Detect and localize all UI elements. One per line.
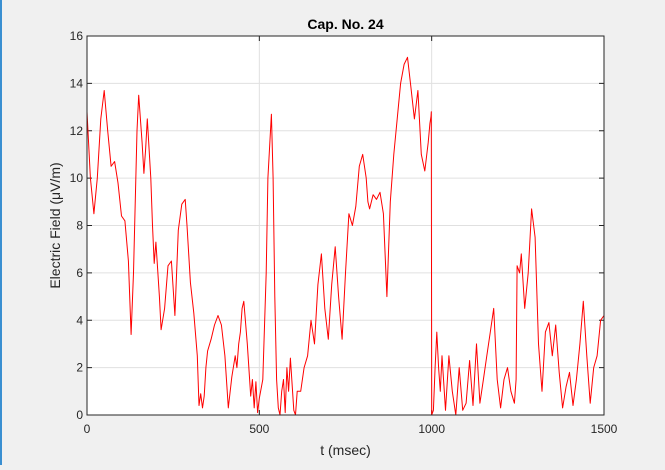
x-tick-label: 1000 (418, 422, 445, 436)
y-tick-label: 6 (76, 266, 83, 280)
tick-labels: 0 500 1000 1500 0 2 4 6 8 10 12 14 16 (70, 29, 618, 436)
plot-frame (86, 35, 605, 416)
y-tick-label: 8 (76, 219, 83, 233)
y-axis-label: Electric Field (μV/m) (47, 162, 63, 288)
y-tick-label: 0 (76, 408, 83, 422)
x-tick-label: 0 (84, 422, 91, 436)
x-tick-label: 500 (249, 422, 269, 436)
y-tick-label: 14 (70, 76, 84, 90)
window-border (0, 0, 2, 465)
y-tick-label: 12 (70, 124, 84, 138)
y-tick-label: 16 (70, 29, 84, 43)
chart-title: Cap. No. 24 (307, 16, 383, 32)
y-tick-label: 4 (76, 313, 83, 327)
series-layer (86, 56, 605, 416)
x-tick-label: 1500 (591, 422, 618, 436)
series-line (86, 56, 605, 416)
y-tick-label: 2 (76, 361, 83, 375)
x-axis-label: t (msec) (320, 442, 371, 458)
y-tick-label: 10 (70, 171, 84, 185)
